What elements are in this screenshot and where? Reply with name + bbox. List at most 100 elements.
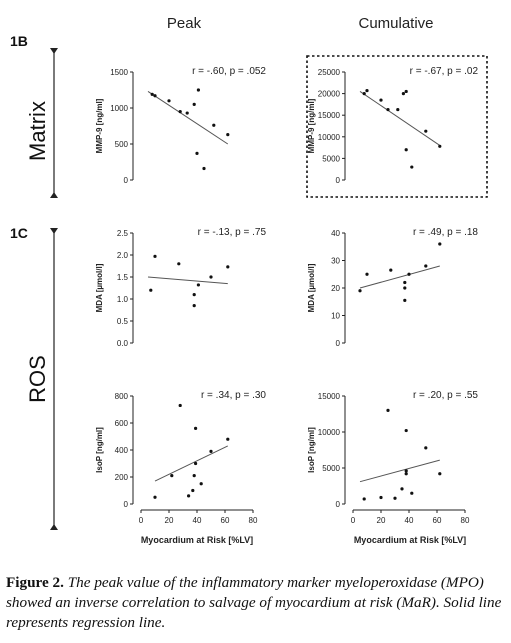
data-point bbox=[400, 487, 404, 491]
data-point bbox=[438, 144, 442, 148]
caption-lead: Figure 2. bbox=[6, 574, 64, 591]
data-point bbox=[185, 111, 189, 115]
x-tick-label: 40 bbox=[405, 516, 414, 525]
regression-line bbox=[154, 445, 229, 482]
isop-peak-panel: 0 200 400 600 800 0 20 40 60 80 IsoP [ng/ml] r = .3… bbox=[95, 390, 266, 525]
correlation-annotation: r = -.67, p = .02 bbox=[410, 66, 479, 77]
y-tick-label: 1.5 bbox=[117, 273, 129, 282]
y-tick-label: 0 bbox=[336, 500, 341, 509]
data-point bbox=[410, 165, 414, 169]
isop-cumulative-panel: 0 5000 10000 15000 0 20 40 60 80 IsoP [ng/ml] r = … bbox=[307, 390, 478, 525]
data-point bbox=[410, 491, 414, 495]
data-point bbox=[187, 494, 191, 498]
data-point bbox=[192, 474, 196, 478]
correlation-annotation: r = .49, p = .18 bbox=[413, 227, 478, 238]
y-tick-label: 25000 bbox=[318, 68, 341, 77]
regression-line bbox=[359, 91, 441, 146]
section-label-1c: 1C bbox=[10, 225, 28, 241]
data-point bbox=[192, 102, 196, 106]
data-point bbox=[177, 262, 181, 266]
data-point bbox=[167, 99, 171, 103]
data-point bbox=[209, 449, 213, 453]
data-point bbox=[365, 88, 369, 93]
column-header-peak: Peak bbox=[167, 15, 202, 32]
data-point bbox=[404, 469, 408, 473]
data-point bbox=[195, 151, 199, 155]
mda-peak-panel: 0.0 0.5 1.0 1.5 2.0 2.5 MDA [µmol/l] r = -.13, … bbox=[95, 227, 266, 348]
data-point bbox=[424, 446, 428, 450]
y-tick-label: 15000 bbox=[318, 392, 341, 401]
correlation-annotation: r = .20, p = .55 bbox=[413, 390, 478, 401]
y-tick-label: 1.0 bbox=[117, 295, 129, 304]
data-point bbox=[192, 304, 196, 308]
data-point bbox=[170, 474, 174, 478]
x-tick-label: 80 bbox=[249, 516, 258, 525]
x-tick-label: 80 bbox=[461, 516, 470, 525]
significance-highlight-box bbox=[306, 55, 488, 198]
data-point bbox=[202, 166, 206, 171]
data-point bbox=[362, 92, 366, 96]
y-tick-label: 400 bbox=[115, 446, 129, 455]
section-label-1b: 1B bbox=[10, 33, 28, 49]
y-tick-label: 10000 bbox=[318, 428, 341, 437]
y-tick-label: 0.5 bbox=[117, 317, 129, 326]
data-point bbox=[386, 408, 390, 412]
y-tick-label: 200 bbox=[115, 473, 129, 482]
x-tick-label: 60 bbox=[221, 516, 230, 525]
x-tick-label: 60 bbox=[433, 516, 442, 525]
y-tick-label: 1500 bbox=[110, 68, 128, 77]
data-point bbox=[407, 272, 411, 276]
data-point bbox=[389, 268, 393, 272]
correlation-annotation: r = -.60, p = .052 bbox=[192, 66, 266, 77]
y-tick-label: 5000 bbox=[322, 154, 340, 163]
mda-cumulative-panel: 0 10 20 30 40 MDA [µmol/l] r = .49, p = .18 bbox=[307, 227, 478, 348]
data-point bbox=[178, 403, 182, 408]
data-point bbox=[194, 426, 198, 430]
y-tick-label: 5000 bbox=[322, 464, 340, 473]
data-point bbox=[404, 89, 408, 94]
y-tick-label: 0 bbox=[124, 500, 129, 509]
data-point bbox=[153, 495, 157, 499]
y-tick-label: 0.0 bbox=[117, 339, 129, 348]
column-header-cumulative: Cumulative bbox=[358, 15, 433, 32]
data-point bbox=[209, 275, 213, 279]
data-point bbox=[150, 92, 154, 96]
figure: Peak Cumulative 1B 1C Matrix ROS Myocard… bbox=[10, 15, 488, 545]
data-point bbox=[196, 88, 200, 92]
data-point bbox=[191, 488, 195, 493]
regression-line bbox=[359, 459, 440, 483]
data-point bbox=[403, 298, 407, 302]
data-point bbox=[386, 107, 390, 112]
row-label-matrix: Matrix bbox=[25, 101, 50, 161]
y-tick-label: 2.5 bbox=[117, 229, 129, 238]
y-tick-label: 20000 bbox=[318, 90, 341, 99]
x-tick-label: 20 bbox=[377, 516, 386, 525]
data-point bbox=[358, 289, 362, 293]
data-point bbox=[149, 288, 153, 292]
caption-text: The peak value of the inflammatory marke… bbox=[6, 574, 502, 631]
data-point bbox=[199, 482, 203, 486]
x-tick-label: 20 bbox=[165, 516, 174, 525]
data-point bbox=[438, 242, 442, 246]
regression-line bbox=[359, 265, 440, 289]
data-point bbox=[403, 280, 407, 285]
y-tick-label: 20 bbox=[331, 284, 340, 293]
y-axis-label: MDA [µmol/l] bbox=[307, 263, 316, 312]
data-point bbox=[424, 264, 428, 268]
data-point bbox=[178, 110, 182, 114]
x-axis-label-peak: Myocardium at Risk [%LV] bbox=[141, 535, 253, 545]
data-point bbox=[226, 437, 230, 441]
data-point bbox=[365, 272, 369, 276]
y-axis-label: MMP-9 [ng/ml] bbox=[95, 98, 104, 153]
y-axis-label: IsoP [ng/ml] bbox=[95, 427, 104, 473]
data-point bbox=[424, 129, 428, 133]
regression-line bbox=[147, 91, 229, 145]
row-bracket-ros bbox=[50, 228, 58, 530]
y-axis-label: IsoP [ng/ml] bbox=[307, 427, 316, 473]
y-tick-label: 1000 bbox=[110, 104, 128, 113]
data-point bbox=[226, 265, 230, 269]
data-point bbox=[196, 283, 200, 287]
data-point bbox=[379, 98, 383, 102]
matrix-cumulative-panel: 0 5000 10000 15000 20000 25000 MMP-9 [ng/ml] r … bbox=[307, 66, 478, 185]
